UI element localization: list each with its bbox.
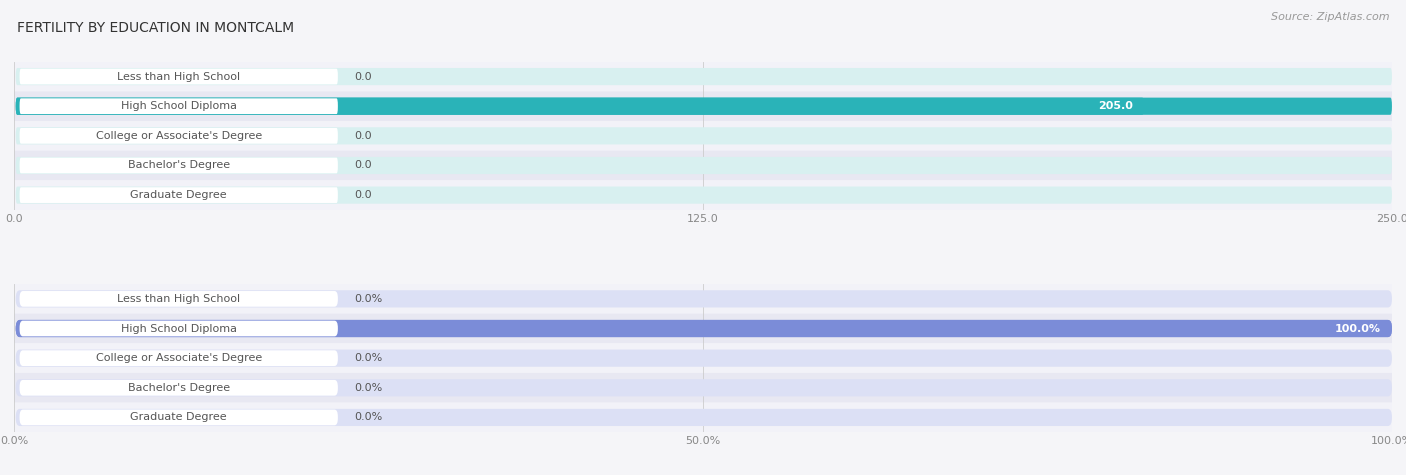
FancyBboxPatch shape — [15, 127, 1392, 144]
FancyBboxPatch shape — [14, 314, 1392, 343]
Text: College or Associate's Degree: College or Associate's Degree — [96, 353, 262, 363]
FancyBboxPatch shape — [14, 91, 1392, 121]
Text: 0.0%: 0.0% — [354, 412, 382, 422]
FancyBboxPatch shape — [20, 380, 337, 396]
FancyBboxPatch shape — [15, 68, 1392, 85]
FancyBboxPatch shape — [14, 121, 1392, 151]
FancyBboxPatch shape — [20, 128, 337, 144]
Text: Less than High School: Less than High School — [117, 72, 240, 82]
Text: Graduate Degree: Graduate Degree — [131, 190, 226, 200]
FancyBboxPatch shape — [15, 98, 1144, 115]
FancyBboxPatch shape — [15, 320, 1392, 337]
Text: 100.0%: 100.0% — [1334, 323, 1381, 333]
FancyBboxPatch shape — [20, 321, 337, 336]
Text: 0.0: 0.0 — [354, 131, 373, 141]
FancyBboxPatch shape — [15, 157, 1392, 174]
Text: Bachelor's Degree: Bachelor's Degree — [128, 161, 229, 171]
FancyBboxPatch shape — [20, 350, 337, 366]
FancyBboxPatch shape — [20, 291, 337, 307]
Text: 0.0: 0.0 — [354, 72, 373, 82]
Text: 0.0%: 0.0% — [354, 294, 382, 304]
FancyBboxPatch shape — [20, 158, 337, 173]
Text: Bachelor's Degree: Bachelor's Degree — [128, 383, 229, 393]
Text: FERTILITY BY EDUCATION IN MONTCALM: FERTILITY BY EDUCATION IN MONTCALM — [17, 21, 294, 35]
Text: Less than High School: Less than High School — [117, 294, 240, 304]
Text: 0.0%: 0.0% — [354, 383, 382, 393]
FancyBboxPatch shape — [14, 284, 1392, 314]
FancyBboxPatch shape — [15, 290, 1392, 307]
Text: High School Diploma: High School Diploma — [121, 101, 236, 111]
FancyBboxPatch shape — [15, 187, 1392, 204]
FancyBboxPatch shape — [14, 151, 1392, 180]
FancyBboxPatch shape — [14, 373, 1392, 403]
Text: 0.0%: 0.0% — [354, 353, 382, 363]
FancyBboxPatch shape — [20, 409, 337, 425]
Text: Graduate Degree: Graduate Degree — [131, 412, 226, 422]
FancyBboxPatch shape — [15, 379, 1392, 396]
FancyBboxPatch shape — [14, 403, 1392, 432]
Text: College or Associate's Degree: College or Associate's Degree — [96, 131, 262, 141]
FancyBboxPatch shape — [20, 187, 337, 203]
FancyBboxPatch shape — [15, 350, 1392, 367]
FancyBboxPatch shape — [14, 343, 1392, 373]
FancyBboxPatch shape — [15, 98, 1392, 115]
Text: High School Diploma: High School Diploma — [121, 323, 236, 333]
Text: 0.0: 0.0 — [354, 161, 373, 171]
Text: 205.0: 205.0 — [1098, 101, 1133, 111]
Text: 0.0: 0.0 — [354, 190, 373, 200]
FancyBboxPatch shape — [20, 98, 337, 114]
FancyBboxPatch shape — [14, 180, 1392, 210]
FancyBboxPatch shape — [15, 320, 1392, 337]
FancyBboxPatch shape — [20, 69, 337, 85]
Text: Source: ZipAtlas.com: Source: ZipAtlas.com — [1271, 12, 1389, 22]
FancyBboxPatch shape — [14, 62, 1392, 91]
FancyBboxPatch shape — [15, 409, 1392, 426]
